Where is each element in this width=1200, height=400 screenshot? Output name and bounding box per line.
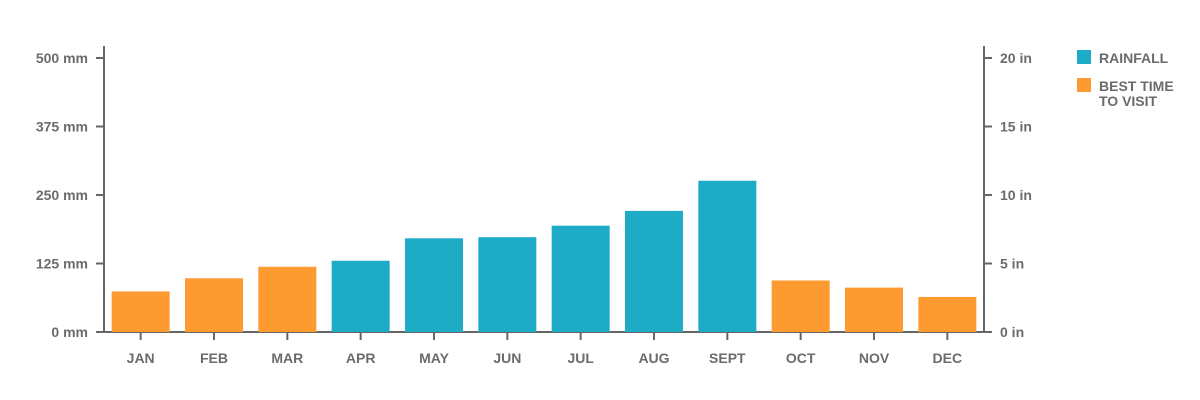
x-tick-label: JUN [493,350,521,366]
bar-sept [698,180,757,332]
bar-nov [845,287,903,332]
x-tick-label: DEC [933,350,963,366]
x-tick-label: MAR [271,350,303,366]
right-tick-label: 0 in [1000,324,1024,340]
x-tick-label: JAN [127,350,155,366]
left-tick-label: 500 mm [36,50,88,66]
x-axis-labels: JAN FEB MAR APR MAY JUN JUL AUG SEPT OCT NOV DEC [127,332,962,366]
legend-swatch-rainfall [1077,50,1091,64]
right-tick-label: 10 in [1000,187,1032,203]
right-tick-label: 20 in [1000,50,1032,66]
legend-swatch-best_time [1077,78,1091,92]
x-tick-label: AUG [638,350,669,366]
left-tick-label: 125 mm [36,256,88,272]
bar-jan [111,291,170,332]
right-tick-label: 5 in [1000,256,1024,272]
bar-oct [771,280,830,332]
x-tick-label: OCT [786,350,816,366]
bar-mar [258,266,317,332]
bar-jul [551,225,610,332]
left-tick-label: 375 mm [36,119,88,135]
x-tick-label: FEB [200,350,228,366]
x-tick-label: MAY [419,350,449,366]
x-tick-label: NOV [859,350,890,366]
bar-may [405,238,463,332]
bar-feb [185,278,243,332]
chart-axes: 0 mm 125 mm 250 mm 375 mm 500 mm 0 in 5 in 10 i… [36,46,1032,340]
bar-aug [625,210,683,332]
x-tick-label: APR [346,350,376,366]
bar-jun [478,237,537,332]
legend-label: BEST TIME [1099,78,1174,94]
legend-label: RAINFALL [1099,50,1169,66]
left-tick-label: 250 mm [36,187,88,203]
right-tick-label: 15 in [1000,119,1032,135]
legend-label: TO VISIT [1099,93,1158,109]
bar-dec [918,296,977,332]
x-tick-label: JUL [567,350,594,366]
left-tick-label: 0 mm [51,324,88,340]
bar-apr [331,260,390,332]
chart-bars [111,180,977,332]
x-tick-label: SEPT [709,350,746,366]
